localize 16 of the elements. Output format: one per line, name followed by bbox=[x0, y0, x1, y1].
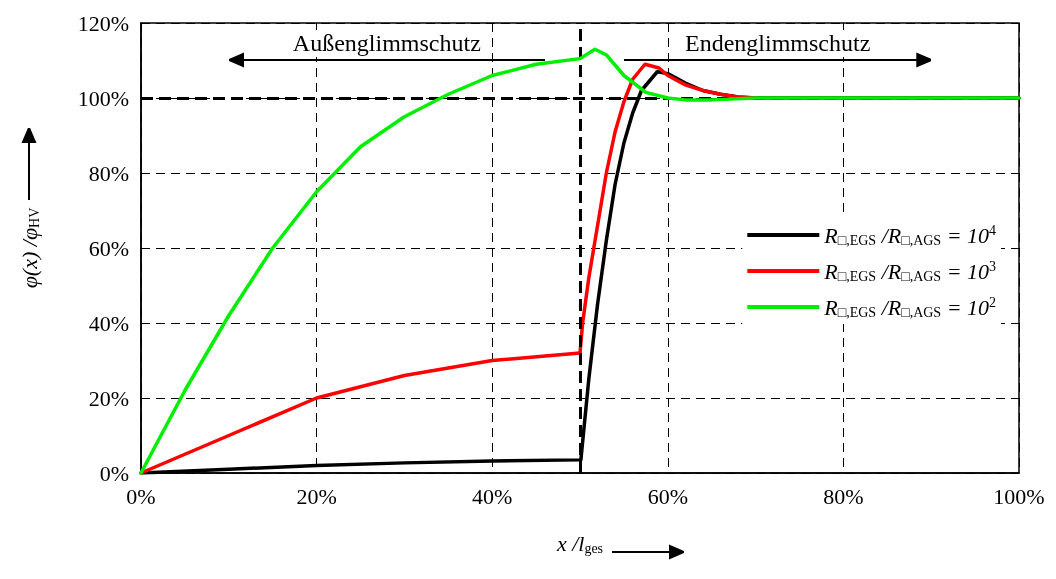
annotation: Endenglimmschutz bbox=[681, 30, 875, 57]
x-tick-label: 0% bbox=[126, 483, 156, 509]
x-tick-label: 100% bbox=[993, 483, 1045, 509]
x-tick-label: 20% bbox=[296, 483, 337, 509]
y-tick-label: 80% bbox=[88, 160, 129, 186]
x-tick-label: 80% bbox=[823, 483, 864, 509]
y-tick-label: 100% bbox=[77, 85, 129, 111]
y-tick-label: 60% bbox=[88, 235, 129, 261]
x-axis-title: x /lges bbox=[555, 530, 604, 556]
x-tick-label: 60% bbox=[647, 483, 688, 509]
y-tick-label: 20% bbox=[88, 385, 129, 411]
y-tick-label: 40% bbox=[88, 310, 129, 336]
x-tick-label: 40% bbox=[472, 483, 513, 509]
annotation: Außenglimmschutz bbox=[288, 30, 485, 57]
y-tick-label: 0% bbox=[99, 460, 129, 486]
y-tick-label: 120% bbox=[77, 10, 129, 36]
